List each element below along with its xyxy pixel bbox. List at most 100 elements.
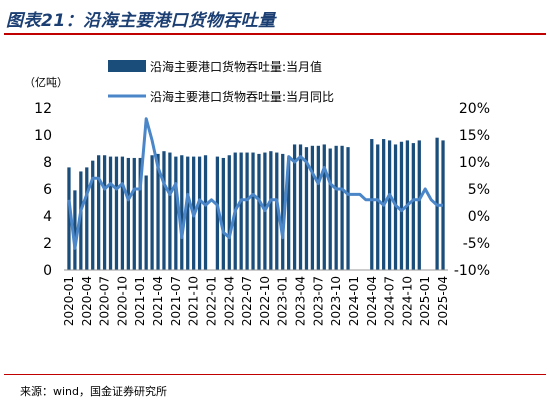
bar bbox=[97, 155, 101, 270]
right-axis-tick-label: 15% bbox=[459, 128, 490, 144]
bar bbox=[399, 141, 404, 270]
legend-bar-swatch bbox=[108, 60, 146, 72]
bar bbox=[186, 156, 190, 270]
title-divider bbox=[4, 33, 546, 35]
bar bbox=[120, 156, 125, 270]
bar bbox=[316, 145, 320, 270]
bar bbox=[370, 139, 374, 270]
chart-title: 图表21：沿海主要港口货物吞吐量 bbox=[6, 11, 276, 31]
bar bbox=[215, 156, 220, 270]
bar bbox=[102, 155, 107, 270]
x-axis-tick-label: 2023-10 bbox=[329, 276, 343, 326]
left-axis-tick-label: 10 bbox=[34, 128, 52, 144]
bar bbox=[221, 157, 225, 270]
right-axis-ticks: -10% -5% 0% 5% 10% 15% 20% bbox=[454, 101, 490, 279]
right-axis-tick-label: 5% bbox=[468, 182, 490, 198]
x-axis-tick-label: 2025-01 bbox=[418, 276, 432, 326]
bar bbox=[257, 153, 261, 270]
left-axis-tick-label: 8 bbox=[43, 155, 52, 171]
bar bbox=[126, 157, 130, 270]
x-axis-ticks: 2020-01 2020-04 2020-07 2020-10 2021-01 2021-… bbox=[62, 276, 450, 326]
legend-bar-label: 沿海主要港口货物吞吐量:当月值 bbox=[150, 59, 322, 74]
x-axis-tick-label: 2021-10 bbox=[187, 276, 201, 326]
bar bbox=[162, 151, 166, 270]
bar bbox=[298, 144, 303, 270]
bar bbox=[387, 140, 392, 270]
x-axis-tick-label: 2024-07 bbox=[383, 276, 397, 326]
left-axis-unit-label: （亿吨） bbox=[24, 76, 68, 89]
chart-svg: 沿海主要港口货物吞吐量:当月值 沿海主要港口货物吞吐量:当月同比 （亿吨） 02… bbox=[24, 59, 490, 326]
bar bbox=[67, 167, 71, 270]
bar bbox=[73, 190, 77, 270]
left-axis-tick-label: 0 bbox=[43, 263, 52, 279]
bar bbox=[322, 144, 326, 270]
bar bbox=[346, 147, 350, 270]
left-axis-tick-label: 6 bbox=[43, 182, 52, 198]
bar bbox=[441, 140, 445, 270]
x-axis-tick-label: 2023-01 bbox=[276, 276, 290, 326]
x-axis-tick-label: 2020-04 bbox=[80, 276, 94, 326]
x-axis-tick-label: 2023-04 bbox=[294, 276, 308, 326]
bar bbox=[91, 160, 95, 270]
bar bbox=[310, 145, 315, 270]
bar bbox=[417, 140, 421, 270]
bar bbox=[292, 144, 297, 270]
bar bbox=[174, 156, 178, 270]
bar bbox=[411, 143, 415, 270]
bar bbox=[334, 145, 338, 270]
right-axis-tick-label: -10% bbox=[454, 263, 490, 279]
x-axis-tick-label: 2024-01 bbox=[347, 276, 361, 326]
bar bbox=[281, 153, 285, 270]
bar bbox=[150, 155, 154, 270]
x-axis-tick-label: 2020-01 bbox=[62, 276, 76, 326]
source-note: 来源：wind，国金证券研究所 bbox=[20, 385, 168, 398]
bar bbox=[180, 155, 184, 270]
x-axis-tick-label: 2021-07 bbox=[169, 276, 183, 326]
x-axis-tick-label: 2021-01 bbox=[133, 276, 147, 326]
legend-line-label: 沿海主要港口货物吞吐量:当月同比 bbox=[150, 89, 334, 104]
x-axis-tick-label: 2021-04 bbox=[151, 276, 165, 326]
bar bbox=[108, 156, 113, 270]
bar bbox=[227, 155, 231, 270]
x-axis-tick-label: 2022-10 bbox=[258, 276, 272, 326]
bar bbox=[251, 152, 255, 270]
left-axis-tick-label: 2 bbox=[43, 236, 52, 252]
bar bbox=[156, 153, 160, 270]
bar bbox=[340, 145, 344, 270]
x-axis-tick-label: 2020-07 bbox=[98, 276, 112, 326]
bar bbox=[269, 151, 273, 270]
bar-series bbox=[67, 137, 445, 270]
bar bbox=[138, 157, 142, 270]
left-axis-tick-label: 12 bbox=[34, 101, 52, 117]
chart-legend: 沿海主要港口货物吞吐量:当月值 沿海主要港口货物吞吐量:当月同比 bbox=[108, 59, 334, 104]
right-axis-tick-label: 20% bbox=[459, 101, 490, 117]
bar bbox=[144, 175, 148, 270]
bar bbox=[245, 152, 249, 270]
right-axis-tick-label: 10% bbox=[459, 155, 490, 171]
left-axis-ticks: 0 2 4 6 8 10 12 bbox=[34, 101, 52, 279]
x-axis-tick-label: 2023-07 bbox=[311, 276, 325, 326]
bar bbox=[275, 152, 279, 270]
chart-header: 图表21：沿海主要港口货物吞吐量 bbox=[0, 0, 550, 40]
x-axis-tick-label: 2024-04 bbox=[365, 276, 379, 326]
yoy-line-series bbox=[67, 117, 443, 250]
source-divider bbox=[4, 374, 546, 375]
bar bbox=[203, 155, 208, 270]
bar bbox=[197, 156, 202, 270]
bar bbox=[376, 144, 380, 270]
x-axis-tick-label: 2025-04 bbox=[436, 276, 450, 326]
bar bbox=[132, 157, 136, 270]
bar bbox=[114, 156, 119, 270]
right-axis-tick-label: -5% bbox=[463, 236, 490, 252]
x-axis-tick-label: 2022-01 bbox=[204, 276, 218, 326]
bar bbox=[168, 152, 172, 270]
left-axis-tick-label: 4 bbox=[43, 209, 52, 225]
x-axis-tick-label: 2020-10 bbox=[115, 276, 129, 326]
bar bbox=[304, 147, 309, 270]
bar bbox=[328, 148, 332, 270]
x-axis-tick-label: 2022-04 bbox=[222, 276, 236, 326]
x-axis-tick-label: 2022-07 bbox=[240, 276, 254, 326]
bar bbox=[79, 171, 83, 270]
bar bbox=[287, 157, 291, 270]
right-axis-tick-label: 0% bbox=[468, 209, 490, 225]
